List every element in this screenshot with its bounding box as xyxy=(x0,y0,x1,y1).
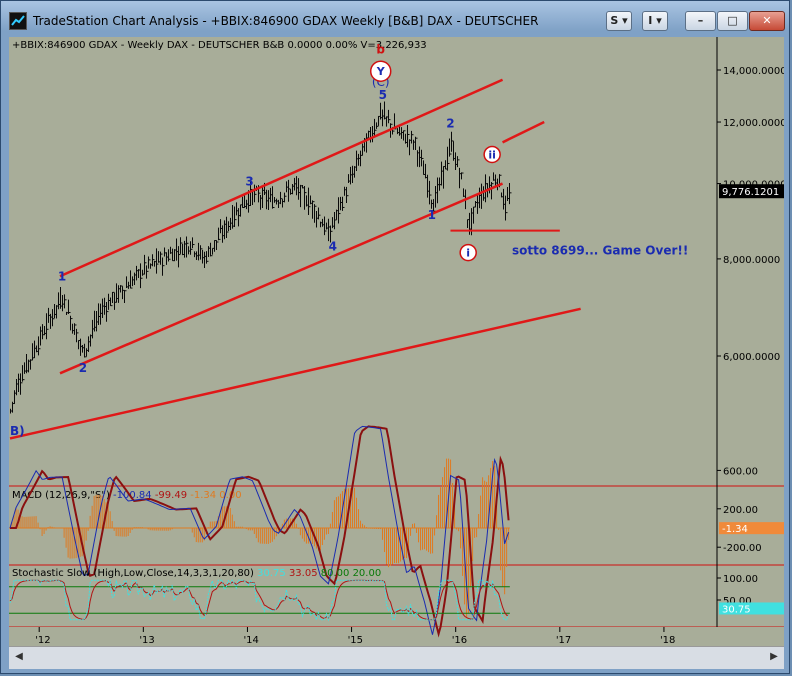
price-panel-header: +BBIX:846900 GDAX - Weekly DAX - DEUTSCH… xyxy=(12,40,427,51)
macd-value: 0.00 xyxy=(216,490,241,501)
chart-area[interactable]: 14,000.000012,000.000010,000.00008,000.0… xyxy=(9,37,784,667)
stochastic-value: 20.00 xyxy=(349,568,381,579)
maximize-button[interactable]: □ xyxy=(717,11,748,31)
date-tick-label: '14 xyxy=(243,635,258,646)
stochastic-label-row: Stochastic Slow (High,Low,Close,14,3,3,1… xyxy=(12,568,381,579)
window-title: TradeStation Chart Analysis - +BBIX:8469… xyxy=(33,14,539,28)
wave-label-y: Y xyxy=(369,60,392,82)
date-tick-label: '15 xyxy=(348,635,363,646)
stochastic-value: 30.75 xyxy=(254,568,286,579)
last-price-tag-bg xyxy=(719,184,784,199)
stochastic-tag-bg xyxy=(719,602,784,615)
price-tick-label: 6,000.0000 xyxy=(723,352,780,363)
macd-tick-label: 600.00 xyxy=(723,466,758,477)
s-label: S xyxy=(610,14,619,27)
tradestation-app-icon xyxy=(9,12,27,30)
macd-tag-bg xyxy=(719,522,784,535)
i-menu-button[interactable]: I ▾ xyxy=(642,11,668,31)
wave-label-i-ring xyxy=(459,243,477,262)
wave-label-b-paren: B) xyxy=(10,424,25,438)
wave-label-5: 5 xyxy=(379,88,387,102)
s-menu-button[interactable]: S ▾ xyxy=(606,11,632,31)
macd-line xyxy=(9,425,510,635)
stochastic-tick-label: 50.00 xyxy=(723,596,752,607)
stochastic-tick-label: 100.00 xyxy=(723,574,758,585)
wave-label-1: 1 xyxy=(58,270,66,284)
price-tick-label: 8,000.0000 xyxy=(723,255,780,266)
date-tick-label: '12 xyxy=(35,635,50,646)
wave-label-i: i xyxy=(459,243,477,262)
date-tick-label: '18 xyxy=(660,635,675,646)
wave-label-y-ring xyxy=(369,60,392,82)
last-price-tag: 9,776.1201 xyxy=(722,187,779,198)
channel-lower-line xyxy=(59,182,504,375)
macd-signal-line xyxy=(10,425,510,638)
macd-tick-label: -200.00 xyxy=(723,543,762,554)
wave-label-minor-1: 1 xyxy=(428,208,436,222)
stochastic-tag: 30.75 xyxy=(722,604,751,615)
macd-tag: -1.34 xyxy=(722,524,748,535)
wave-label-2: 2 xyxy=(79,361,87,375)
title-bar[interactable]: TradeStation Chart Analysis - +BBIX:8469… xyxy=(1,1,791,41)
wave-label-4: 4 xyxy=(329,240,337,254)
wave-label-ii-text: ii xyxy=(488,148,496,161)
wave-label-b-minor: b xyxy=(376,43,385,57)
date-tick-label: '13 xyxy=(139,635,154,646)
close-button[interactable]: ✕ xyxy=(749,11,785,31)
stochastic-k-line xyxy=(9,579,510,622)
channel-middle-line xyxy=(501,120,545,144)
wave-label-i-text: i xyxy=(466,247,470,260)
stochastic-d-line xyxy=(9,579,509,621)
long-trendline xyxy=(9,307,581,440)
stochastic-value: 33.05 xyxy=(286,568,318,579)
date-tick-label: '17 xyxy=(556,635,571,646)
wave-label-ii-ring xyxy=(483,145,501,164)
scroll-left-icon[interactable]: ◀ xyxy=(15,651,23,662)
price-bars xyxy=(10,101,512,414)
scroll-right-icon[interactable]: ▶ xyxy=(770,651,778,662)
date-tick-label: '16 xyxy=(452,635,467,646)
wave-label-ii: ii xyxy=(483,145,501,164)
wave-label-3: 3 xyxy=(245,174,253,188)
macd-title: MACD (12,26,9,"S") xyxy=(12,490,110,501)
chart-canvas[interactable]: 14,000.000012,000.000010,000.00008,000.0… xyxy=(9,37,784,667)
price-tick-label: 12,000.0000 xyxy=(723,118,784,129)
minimize-button[interactable]: – xyxy=(685,11,716,31)
stochastic-value: 80.00 xyxy=(318,568,350,579)
wave-label-minor-2: 2 xyxy=(446,117,454,131)
price-tick-label: 14,000.0000 xyxy=(723,66,784,77)
channel-upper-line xyxy=(59,78,504,278)
game-over-annotation: sotto 8699... Game Over!! xyxy=(512,244,688,258)
i-label: I xyxy=(648,14,653,27)
horizontal-scrollbar[interactable]: ◀ ▶ xyxy=(9,646,784,669)
macd-value: -99.49 xyxy=(152,490,187,501)
macd-tick-label: 200.00 xyxy=(723,505,758,516)
stochastic-title: Stochastic Slow (High,Low,Close,14,3,3,1… xyxy=(12,568,254,579)
wave-label-y-text: Y xyxy=(376,65,386,78)
macd-value: -1.34 xyxy=(187,490,216,501)
